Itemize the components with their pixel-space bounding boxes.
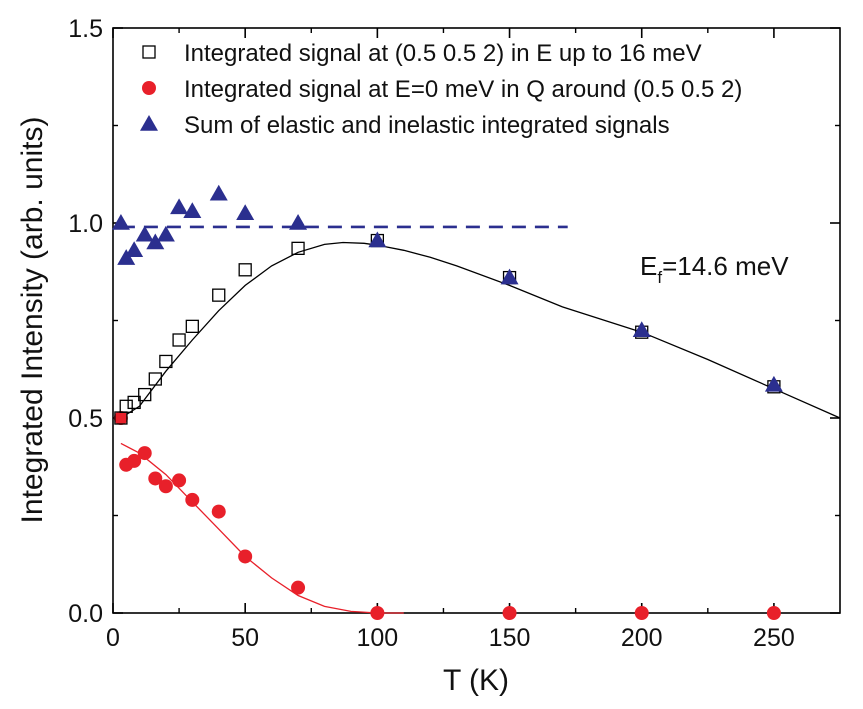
data-point	[148, 372, 162, 386]
annotation-rest: =14.6 meV	[662, 251, 789, 281]
x-tick-label: 0	[106, 624, 120, 652]
legend-label: Integrated signal at E=0 meV in Q around…	[184, 76, 742, 103]
legend-marker	[140, 115, 158, 131]
data-point	[209, 184, 228, 201]
fit-curve	[120, 442, 404, 614]
x-tick-label: 250	[753, 624, 795, 652]
data-point	[125, 241, 144, 258]
data-point	[370, 606, 385, 620]
data-point	[212, 288, 226, 302]
legend-label: Sum of elastic and inelastic integrated …	[184, 112, 670, 139]
fit-lines	[120, 225, 841, 614]
y-tick-label: 1.0	[68, 210, 103, 238]
data-point	[211, 504, 226, 519]
annotation-sub: f	[657, 268, 662, 287]
data-point	[291, 580, 306, 595]
x-tick-label: 50	[231, 624, 259, 652]
x-tick-label: 200	[621, 624, 663, 652]
data-point	[238, 549, 253, 564]
x-tick-label: 150	[489, 624, 531, 652]
fit-curve	[120, 241, 841, 419]
x-axis-label: T (K)	[443, 664, 509, 697]
data-point	[138, 387, 152, 402]
legend-label: Integrated signal at (0.5 0.5 2) in E up…	[184, 40, 702, 67]
data-point	[291, 241, 305, 256]
data-point	[632, 321, 651, 337]
y-axis-label: Integrated Intensity (arb. units)	[16, 117, 49, 524]
data-point	[289, 214, 308, 230]
data-point	[236, 204, 255, 220]
data-point	[137, 446, 152, 461]
data-point	[764, 375, 783, 392]
data-point	[634, 606, 649, 620]
legend-marker	[142, 81, 156, 95]
y-tick-label: 0.0	[68, 600, 103, 628]
data-point	[113, 411, 128, 425]
data-markers	[111, 184, 783, 620]
data-point	[172, 473, 187, 488]
data-point	[368, 231, 387, 248]
data-point	[148, 471, 163, 486]
axis-ticks: 0 50 100 150 200 250 0.0 0.5 1.0 1.5	[68, 15, 840, 652]
data-point	[238, 263, 252, 277]
data-point	[185, 492, 200, 507]
data-point	[172, 333, 186, 347]
data-point	[766, 606, 781, 620]
data-point	[158, 479, 173, 494]
annotation-main: E	[640, 251, 657, 281]
legend: Integrated signal at (0.5 0.5 2) in E up…	[140, 40, 742, 139]
y-tick-label: 1.5	[68, 15, 103, 43]
data-point	[500, 268, 519, 285]
data-point	[159, 354, 173, 369]
legend-marker	[142, 45, 156, 59]
data-point	[183, 202, 202, 219]
data-point	[502, 606, 517, 620]
data-point	[127, 395, 141, 410]
y-tick-label: 0.5	[68, 405, 103, 433]
data-point	[185, 319, 199, 334]
data-point	[135, 225, 154, 242]
data-point	[156, 225, 175, 242]
x-tick-label: 100	[357, 624, 399, 652]
data-point	[127, 453, 142, 468]
data-point	[119, 399, 133, 413]
annotation-ef: Ef=14.6 meV	[640, 251, 789, 287]
data-point	[146, 233, 165, 250]
data-point	[170, 198, 189, 215]
data-point	[111, 214, 130, 230]
